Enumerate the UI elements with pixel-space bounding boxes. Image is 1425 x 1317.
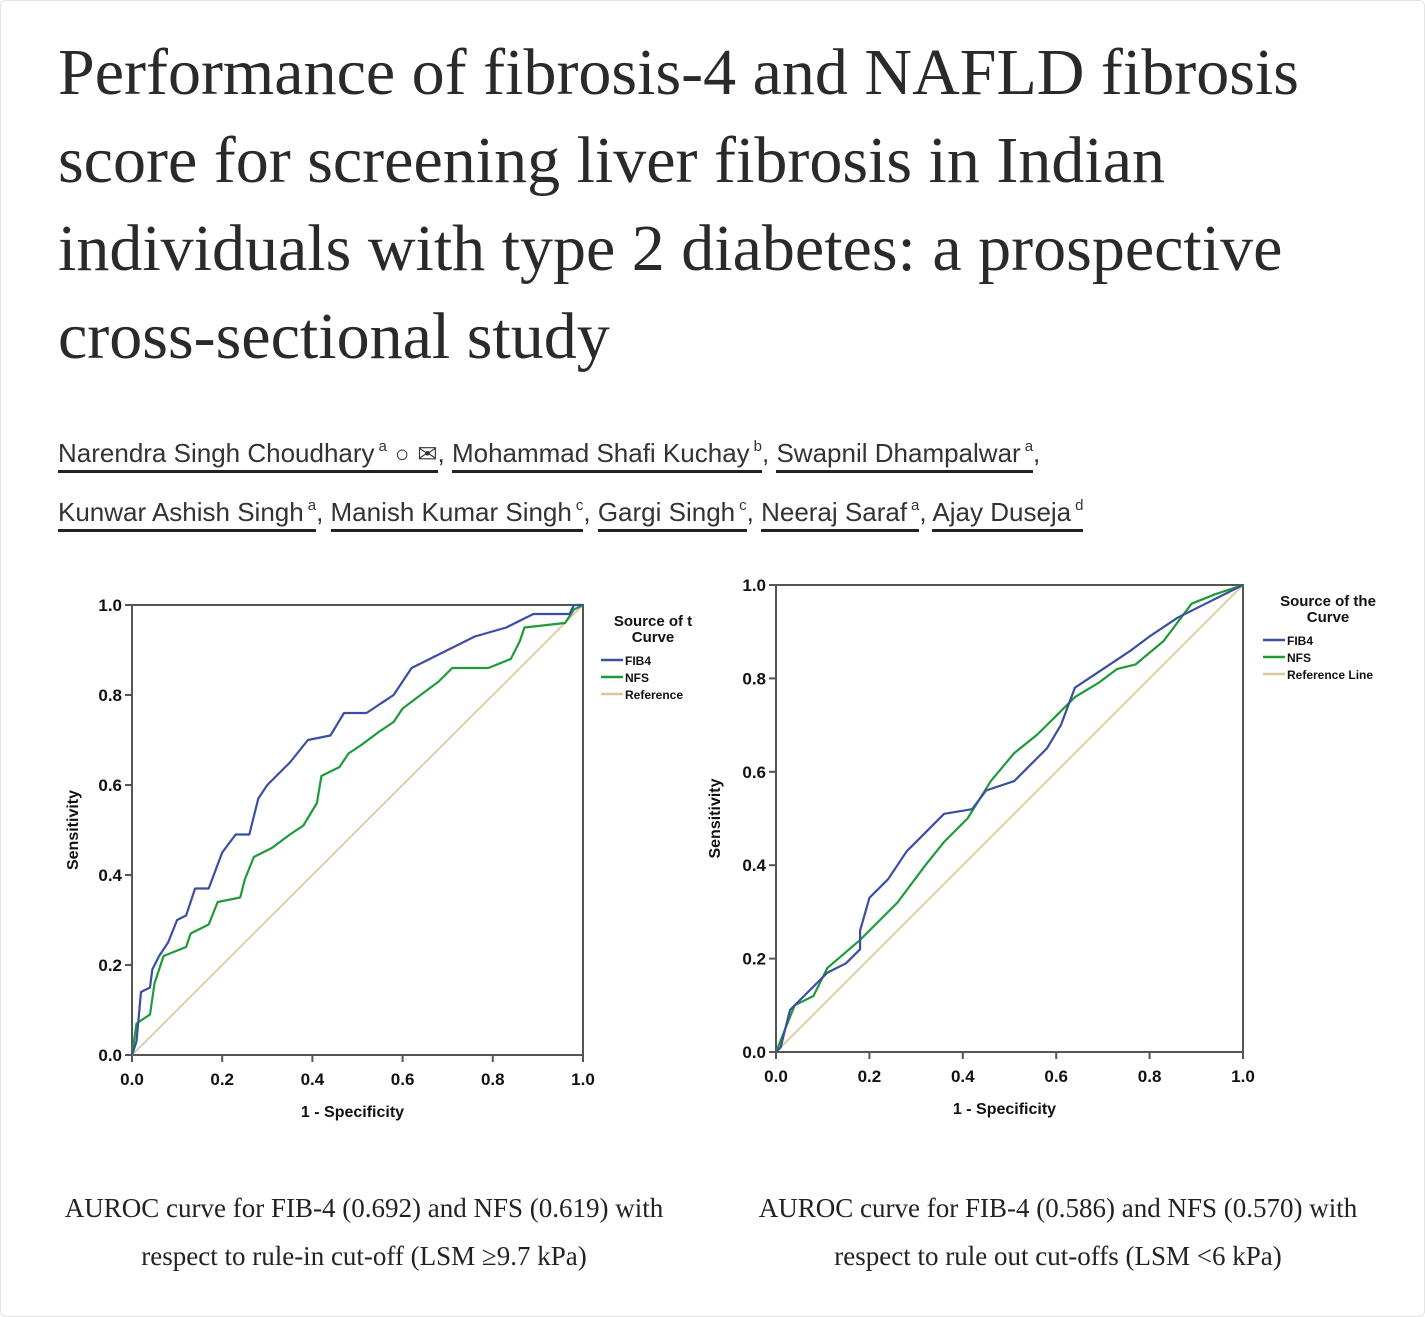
y-tick-label: 1.0 bbox=[742, 576, 766, 595]
legend-label: FIB4 bbox=[1287, 634, 1313, 648]
author-link[interactable]: Kunwar Ashish Singh a bbox=[58, 497, 317, 532]
roc-curve-reference-line bbox=[775, 584, 1244, 1053]
author-link[interactable]: Narendra Singh Choudhary a ○ ✉ bbox=[58, 438, 438, 473]
y-tick-label: 0.6 bbox=[742, 763, 766, 782]
x-axis-label: 1 - Specificity bbox=[301, 1104, 404, 1121]
roc-curve-nfs bbox=[130, 604, 584, 1056]
x-tick-label: 0.8 bbox=[1138, 1067, 1162, 1086]
roc-figures: 0.0 0.2 0.4 0.6 0.8 1.0 0.0 0.2 0.4 0.6 0.8 1.0 1 - … bbox=[65, 576, 1376, 1121]
legend-title: Source of t bbox=[614, 613, 692, 630]
legend-label: Reference Line bbox=[1287, 668, 1373, 682]
plot-frame bbox=[775, 584, 1244, 1053]
affiliation-sup: a bbox=[1024, 438, 1034, 455]
legend-title: Curve bbox=[632, 629, 675, 646]
author-name: Mohammad Shafi Kuchay bbox=[451, 438, 750, 468]
legend-label: NFS bbox=[1287, 651, 1311, 665]
author-name: Swapnil Dhampalwar bbox=[776, 438, 1021, 468]
y-tick-label: 0.0 bbox=[742, 1043, 766, 1062]
roc-curve-fib4 bbox=[775, 584, 1244, 1053]
x-axis-label: 1 - Specificity bbox=[953, 1101, 1056, 1118]
affiliation-sup: a bbox=[307, 497, 317, 514]
affiliation-sup: d bbox=[1075, 497, 1084, 514]
author-link[interactable]: Ajay Duseja d bbox=[932, 497, 1084, 532]
legend-title: Curve bbox=[1307, 609, 1350, 626]
y-axis-label: Sensitivity bbox=[65, 790, 82, 870]
author-name: Narendra Singh Choudhary bbox=[58, 438, 375, 468]
affiliation-sup: b bbox=[753, 438, 763, 455]
article-title: Performance of fibrosis-4 and NAFLD fibr… bbox=[58, 36, 1299, 373]
person-icon[interactable]: ○ bbox=[394, 441, 410, 468]
roc-curve-fib4 bbox=[130, 603, 583, 1056]
x-tick-label: 0.6 bbox=[391, 1070, 415, 1089]
x-tick-label: 0.0 bbox=[764, 1067, 788, 1086]
affiliation-sup: a bbox=[378, 438, 387, 455]
figure-caption-right: AUROC curve for FIB-4 (0.586) and NFS (0… bbox=[758, 1193, 1358, 1271]
legend-label: FIB4 bbox=[625, 654, 651, 668]
figure-caption-left: AUROC curve for FIB-4 (0.692) and NFS (0… bbox=[64, 1193, 664, 1271]
x-tick-label: 0.6 bbox=[1044, 1067, 1068, 1086]
y-tick-label: 0.4 bbox=[98, 866, 122, 885]
affiliation-sup: a bbox=[911, 497, 920, 514]
y-tick-label: 0.0 bbox=[98, 1046, 122, 1065]
y-tick-label: 0.2 bbox=[98, 956, 122, 975]
mail-icon[interactable]: ✉ bbox=[417, 441, 438, 468]
x-tick-label: 0.8 bbox=[481, 1070, 505, 1089]
author-link[interactable]: Swapnil Dhampalwar a bbox=[776, 438, 1034, 473]
legend-label: Reference bbox=[625, 688, 683, 702]
author-name: Ajay Duseja bbox=[932, 497, 1072, 527]
x-tick-label: 0.2 bbox=[210, 1070, 234, 1089]
author-link[interactable]: Gargi Singh c bbox=[597, 497, 747, 532]
y-tick-label: 1.0 bbox=[98, 596, 122, 615]
x-tick-label: 1.0 bbox=[1231, 1067, 1255, 1086]
x-tick-label: 0.4 bbox=[301, 1070, 325, 1089]
plot-frame bbox=[131, 604, 584, 1056]
x-tick-label: 0.0 bbox=[120, 1070, 144, 1089]
author-name: Neeraj Saraf bbox=[761, 497, 908, 527]
y-tick-label: 0.8 bbox=[98, 686, 122, 705]
author-name: Kunwar Ashish Singh bbox=[58, 497, 304, 527]
author-list: Narendra Singh Choudhary a ○ ✉, Mohammad Sh… bbox=[58, 421, 1408, 538]
y-axis-label: Sensitivity bbox=[707, 778, 724, 858]
y-tick-label: 0.6 bbox=[98, 776, 122, 795]
affiliation-sup: c bbox=[739, 497, 747, 514]
author-link[interactable]: Manish Kumar Singh c bbox=[330, 497, 584, 532]
author-link[interactable]: Neeraj Saraf a bbox=[761, 497, 920, 532]
legend-label: NFS bbox=[625, 671, 649, 685]
x-tick-label: 0.2 bbox=[858, 1067, 882, 1086]
affiliation-sup: c bbox=[575, 497, 584, 514]
legend-title: Source of the bbox=[1280, 593, 1376, 610]
y-tick-label: 0.4 bbox=[742, 856, 766, 875]
author-name: Manish Kumar Singh bbox=[330, 497, 572, 527]
author-link[interactable]: Mohammad Shafi Kuchay b bbox=[451, 438, 763, 473]
y-tick-label: 0.8 bbox=[742, 669, 766, 688]
x-tick-label: 1.0 bbox=[571, 1070, 595, 1089]
author-name: Gargi Singh bbox=[597, 497, 736, 527]
x-tick-label: 0.4 bbox=[951, 1067, 975, 1086]
y-tick-label: 0.2 bbox=[742, 950, 766, 969]
roc-curve-reference bbox=[131, 604, 584, 1056]
